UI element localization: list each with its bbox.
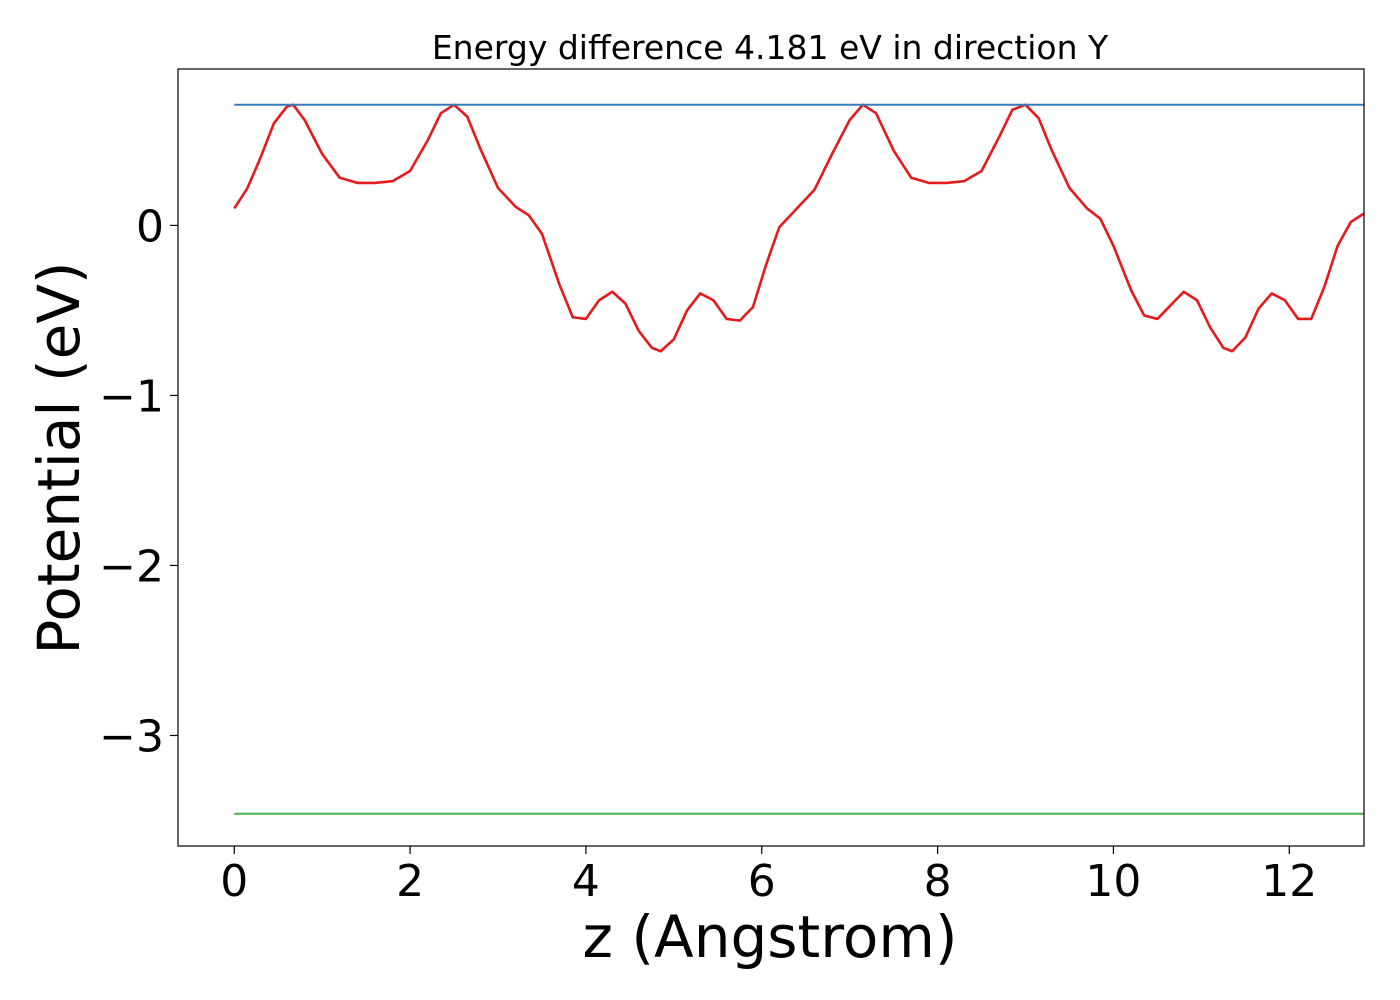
x-tick-label: 6 (748, 856, 776, 907)
chart-title: Energy difference 4.181 eV in direction … (432, 28, 1109, 67)
series-line-potential (233, 103, 1365, 353)
x-axis-label: z (Angstrom) (583, 903, 958, 971)
y-tick-label: −1 (99, 371, 164, 422)
y-tick-label: −3 (99, 711, 164, 762)
x-tick-label: 4 (572, 856, 600, 907)
x-tick-label: 12 (1261, 856, 1317, 907)
x-tick-label: 8 (924, 856, 952, 907)
x-tick-label: 2 (396, 856, 424, 907)
plot-area: 0 2 4 6 8 10 12 0 −1 −2 −3 (99, 68, 1365, 907)
y-tick-label: −2 (99, 541, 164, 592)
y-tick-label: 0 (136, 201, 164, 252)
x-tick-label: 10 (1085, 856, 1141, 907)
y-axis-label: Potential (eV) (25, 261, 93, 654)
x-tick-label: 0 (220, 856, 248, 907)
plot-frame (177, 68, 1365, 847)
